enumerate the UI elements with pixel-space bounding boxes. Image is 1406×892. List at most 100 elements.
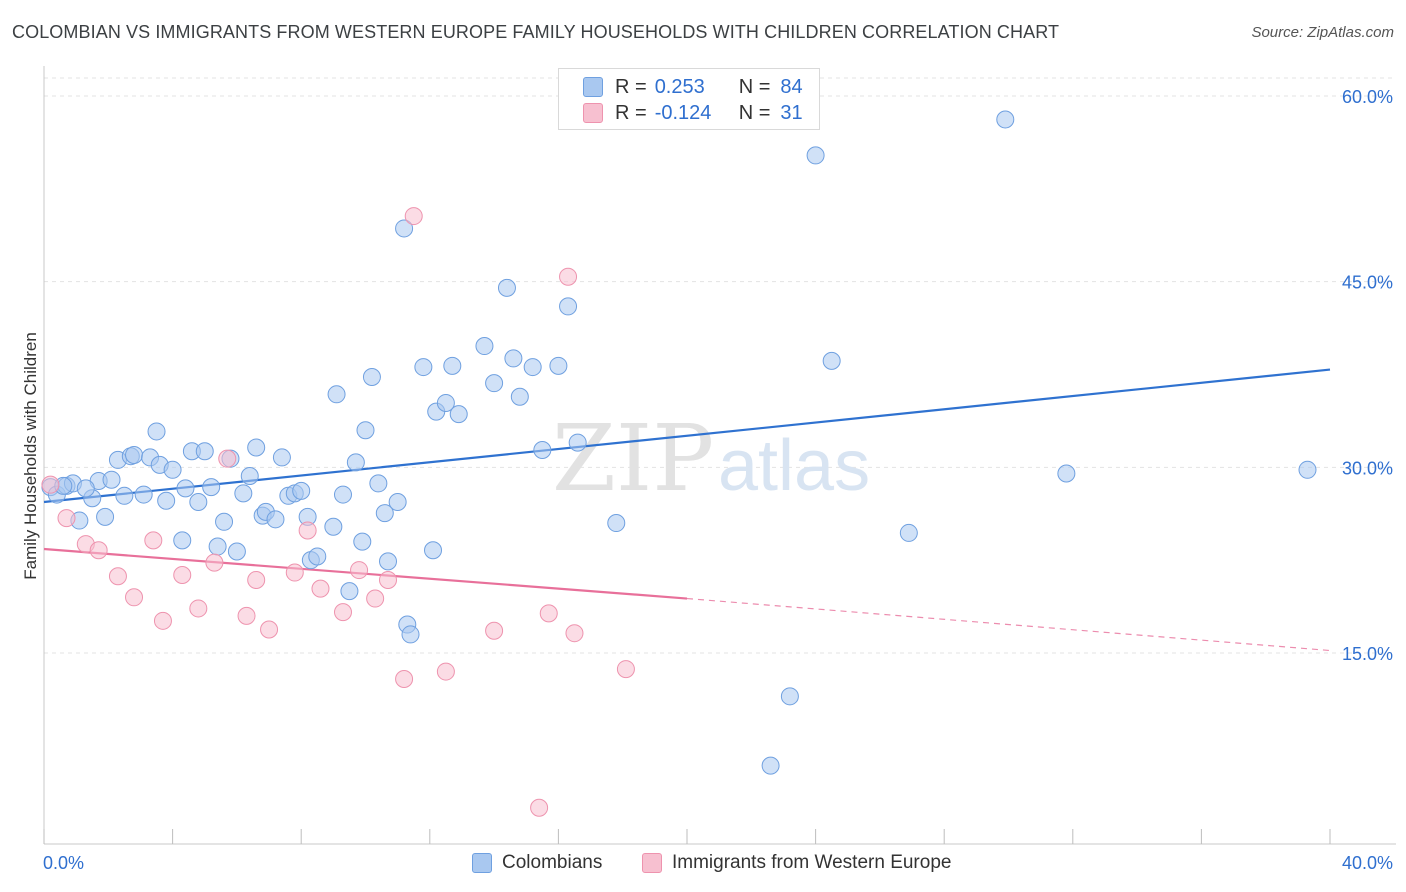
point-immigrants: [539, 604, 558, 623]
legend-n-label: N =: [738, 75, 771, 98]
point-colombians: [375, 504, 394, 523]
point-colombians: [240, 466, 259, 485]
point-colombians: [234, 484, 253, 503]
x-tick-label: 0.0%: [43, 853, 84, 873]
point-immigrants: [173, 566, 192, 585]
point-immigrants: [41, 475, 60, 494]
point-immigrants: [616, 660, 635, 679]
point-immigrants: [247, 570, 266, 589]
point-immigrants: [144, 531, 163, 550]
point-immigrants: [565, 624, 584, 643]
point-colombians: [414, 358, 433, 377]
point-colombians: [401, 625, 420, 644]
legend-item-immigrants: Immigrants from Western Europe: [642, 852, 951, 874]
point-colombians: [549, 356, 568, 375]
point-colombians: [806, 146, 825, 165]
point-immigrants: [260, 620, 279, 639]
point-colombians: [333, 485, 352, 504]
point-colombians: [353, 532, 372, 551]
point-immigrants: [379, 570, 398, 589]
point-colombians: [157, 491, 176, 510]
point-colombians: [485, 374, 504, 393]
point-colombians: [208, 537, 227, 556]
point-colombians: [189, 492, 208, 511]
legend-label-colombians: Colombians: [502, 852, 603, 873]
point-colombians: [362, 367, 381, 386]
legend-swatch-blue: [472, 853, 492, 873]
legend-n-value: 84: [780, 75, 803, 98]
x-tick-label: 40.0%: [1342, 853, 1393, 873]
point-immigrants: [395, 669, 414, 688]
data-points: [41, 110, 1317, 817]
legend-r-value: -0.124: [654, 101, 712, 124]
point-immigrants: [559, 267, 578, 286]
point-colombians: [356, 421, 375, 440]
watermark: ZIP atlas: [552, 405, 870, 512]
legend-row-colombians: R = 0.253 N = 84: [583, 75, 803, 99]
point-immigrants: [366, 589, 385, 608]
legend-r-value: 0.253: [654, 75, 705, 98]
grid-lines: [44, 77, 1396, 654]
y-tick-label: 15.0%: [1342, 644, 1393, 664]
point-colombians: [559, 297, 578, 316]
point-immigrants: [125, 588, 144, 607]
point-colombians: [125, 445, 144, 464]
y-axis-label: Family Households with Children: [21, 332, 40, 580]
tick-labels: 15.0% 30.0% 45.0% 60.0% 0.0% 40.0%: [43, 87, 1393, 873]
point-colombians: [475, 337, 494, 356]
point-colombians: [449, 405, 468, 424]
point-colombians: [497, 278, 516, 297]
source-label: Source: ZipAtlas.com: [1251, 24, 1394, 41]
point-colombians: [996, 110, 1015, 129]
point-colombians: [176, 479, 195, 498]
point-colombians: [504, 349, 523, 368]
legend-n-value: 31: [780, 101, 803, 124]
point-colombians: [324, 517, 343, 536]
legend-label-immigrants: Immigrants from Western Europe: [672, 852, 952, 873]
watermark-atlas: atlas: [718, 426, 870, 506]
point-colombians: [379, 552, 398, 571]
point-colombians: [822, 351, 841, 370]
point-colombians: [533, 441, 552, 460]
point-colombians: [443, 356, 462, 375]
point-colombians: [292, 481, 311, 500]
point-colombians: [340, 582, 359, 601]
watermark-zip: ZIP: [552, 405, 714, 512]
point-immigrants: [189, 599, 208, 618]
point-immigrants: [298, 521, 317, 540]
point-colombians: [761, 756, 780, 775]
point-colombians: [327, 385, 346, 404]
point-colombians: [523, 358, 542, 377]
point-immigrants: [218, 449, 237, 468]
point-colombians: [1057, 464, 1076, 483]
point-colombians: [436, 393, 455, 412]
y-tick-label: 45.0%: [1342, 273, 1393, 293]
point-colombians: [424, 541, 443, 560]
point-immigrants: [436, 662, 455, 681]
trend-line-colombians: [43, 368, 1331, 504]
point-immigrants: [404, 207, 423, 226]
point-colombians: [272, 448, 291, 467]
point-immigrants: [350, 561, 369, 580]
point-colombians: [899, 523, 918, 542]
legend-r-label: R =: [615, 75, 647, 98]
point-colombians: [369, 474, 388, 493]
point-colombians: [266, 510, 285, 529]
series-legend: Colombians Immigrants from Western Europ…: [0, 852, 1406, 878]
legend-swatch-pink: [642, 853, 662, 873]
legend-swatch-blue: [583, 77, 603, 97]
point-immigrants: [205, 553, 224, 572]
point-colombians: [388, 492, 407, 511]
legend-row-immigrants: R = -0.124 N = 31: [583, 101, 803, 125]
point-immigrants: [333, 603, 352, 622]
point-colombians: [780, 687, 799, 706]
legend-r-label: R =: [615, 101, 647, 124]
axes: [43, 66, 1396, 845]
point-colombians: [102, 470, 121, 489]
point-immigrants: [89, 541, 108, 560]
point-colombians: [607, 514, 626, 533]
point-immigrants: [530, 798, 549, 817]
point-immigrants: [285, 563, 304, 582]
point-colombians: [247, 438, 266, 457]
point-colombians: [227, 542, 246, 561]
